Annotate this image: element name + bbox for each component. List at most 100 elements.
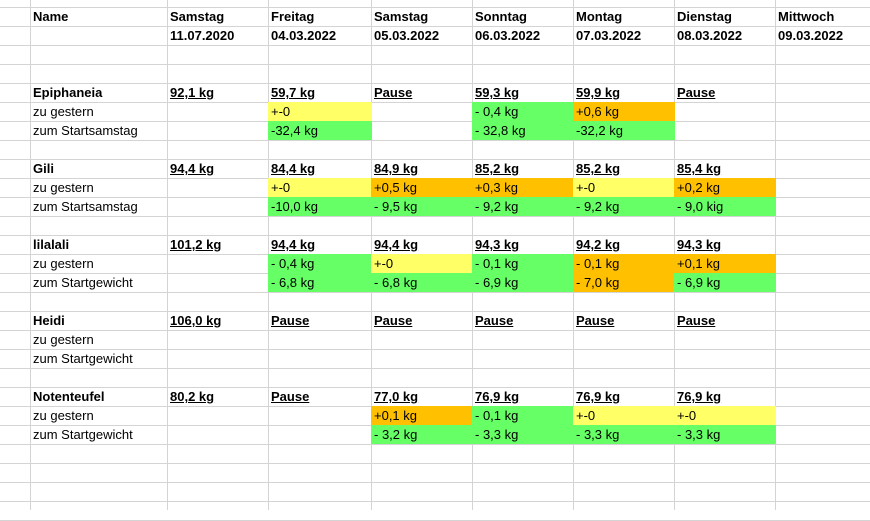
diff-cell[interactable]: +-0 xyxy=(268,102,372,121)
diff-cell[interactable]: - 32,8 kg xyxy=(472,121,574,140)
weight-cell[interactable]: 76,9 kg xyxy=(475,389,520,404)
diff-cell[interactable]: - 3,2 kg xyxy=(371,425,473,444)
weight-cell[interactable]: Pause xyxy=(271,313,310,328)
weight-cell[interactable]: 80,2 kg xyxy=(170,389,215,404)
diff-cell[interactable]: -32,2 kg xyxy=(573,121,675,140)
weight-cell[interactable]: 92,1 kg xyxy=(170,85,215,100)
weight-cell[interactable]: 76,9 kg xyxy=(677,389,722,404)
row-gridline xyxy=(0,45,870,46)
weight-cell[interactable]: 85,4 kg xyxy=(677,161,722,176)
diff-cell[interactable]: +0,3 kg xyxy=(472,178,574,197)
diff-cell[interactable]: +-0 xyxy=(268,178,372,197)
header-date[interactable]: 06.03.2022 xyxy=(475,28,541,43)
diff-cell[interactable]: -10,0 kg xyxy=(268,197,372,216)
diff-cell[interactable]: - 3,3 kg xyxy=(573,425,675,444)
diff-cell[interactable]: - 9,5 kg xyxy=(371,197,473,216)
row-label[interactable]: zu gestern xyxy=(33,104,94,119)
person-name[interactable]: Heidi xyxy=(33,313,65,328)
header-day[interactable]: Samstag xyxy=(170,9,225,24)
row-gridline xyxy=(0,482,870,483)
person-name[interactable]: Epiphaneia xyxy=(33,85,103,100)
diff-cell[interactable]: +0,5 kg xyxy=(371,178,473,197)
row-label[interactable]: zu gestern xyxy=(33,408,94,423)
diff-cell[interactable]: - 0,4 kg xyxy=(472,102,574,121)
weight-cell[interactable]: 84,9 kg xyxy=(374,161,419,176)
weight-cell[interactable]: 94,3 kg xyxy=(677,237,722,252)
diff-cell[interactable]: - 6,8 kg xyxy=(371,273,473,292)
person-name[interactable]: Notenteufel xyxy=(33,389,105,404)
person-name[interactable]: lilalali xyxy=(33,237,70,252)
weight-cell[interactable]: 59,9 kg xyxy=(576,85,621,100)
diff-cell[interactable]: - 0,1 kg xyxy=(573,254,675,273)
weight-cell[interactable]: Pause xyxy=(576,313,615,328)
diff-cell[interactable]: - 3,3 kg xyxy=(472,425,574,444)
weight-cell[interactable]: 94,4 kg xyxy=(374,237,419,252)
diff-cell[interactable]: - 0,1 kg xyxy=(472,254,574,273)
diff-cell[interactable]: +0,6 kg xyxy=(573,102,675,121)
diff-cell[interactable]: +-0 xyxy=(573,178,675,197)
diff-cell[interactable]: +0,1 kg xyxy=(674,254,776,273)
header-date[interactable]: 05.03.2022 xyxy=(374,28,440,43)
weight-cell[interactable]: Pause xyxy=(677,313,716,328)
weight-cell[interactable]: 94,2 kg xyxy=(576,237,621,252)
diff-cell[interactable]: - 9,2 kg xyxy=(573,197,675,216)
diff-cell[interactable]: - 9,2 kg xyxy=(472,197,574,216)
weight-cell[interactable]: 94,4 kg xyxy=(271,237,316,252)
weight-cell[interactable]: Pause xyxy=(271,389,310,404)
diff-cell[interactable]: - 6,9 kg xyxy=(674,273,776,292)
weight-cell[interactable]: Pause xyxy=(475,313,514,328)
header-name[interactable]: Name xyxy=(33,9,69,24)
weight-cell[interactable]: 85,2 kg xyxy=(576,161,621,176)
diff-cell[interactable]: - 9,0 kig xyxy=(674,197,776,216)
row-gridline xyxy=(0,102,870,103)
diff-cell[interactable]: +-0 xyxy=(573,406,675,425)
header-day[interactable]: Montag xyxy=(576,9,623,24)
diff-cell[interactable]: - 7,0 kg xyxy=(573,273,675,292)
weight-cell[interactable]: 77,0 kg xyxy=(374,389,419,404)
diff-cell[interactable]: - 3,3 kg xyxy=(674,425,776,444)
weight-cell[interactable]: 76,9 kg xyxy=(576,389,621,404)
row-label[interactable]: zum Startgewicht xyxy=(33,427,133,442)
row-label[interactable]: zu gestern xyxy=(33,256,94,271)
header-day[interactable]: Samstag xyxy=(374,9,429,24)
diff-cell[interactable]: +-0 xyxy=(371,254,473,273)
diff-cell[interactable]: +0,2 kg xyxy=(674,178,776,197)
weight-cell[interactable]: 59,3 kg xyxy=(475,85,520,100)
diff-cell[interactable]: +-0 xyxy=(674,406,776,425)
person-name[interactable]: Gili xyxy=(33,161,54,176)
weight-cell[interactable]: 94,4 kg xyxy=(170,161,215,176)
weight-cell[interactable]: 59,7 kg xyxy=(271,85,316,100)
header-date[interactable]: 08.03.2022 xyxy=(677,28,743,43)
diff-cell[interactable]: - 6,8 kg xyxy=(268,273,372,292)
weight-cell[interactable]: 85,2 kg xyxy=(475,161,520,176)
header-date[interactable]: 07.03.2022 xyxy=(576,28,642,43)
row-label[interactable]: zum Startgewicht xyxy=(33,351,133,366)
header-day[interactable]: Dienstag xyxy=(677,9,732,24)
header-date[interactable]: 11.07.2020 xyxy=(170,28,235,43)
header-date[interactable]: 09.03.2022 xyxy=(778,28,844,43)
row-label[interactable]: zu gestern xyxy=(33,180,94,195)
row-gridline xyxy=(0,349,870,350)
header-day[interactable]: Freitag xyxy=(271,9,315,24)
diff-cell[interactable]: +0,1 kg xyxy=(371,406,473,425)
row-gridline xyxy=(0,463,870,464)
weight-cell[interactable]: Pause xyxy=(374,85,413,100)
row-label[interactable]: zum Startgewicht xyxy=(33,275,133,290)
diff-cell[interactable]: - 0,4 kg xyxy=(268,254,372,273)
row-label[interactable]: zum Startsamstag xyxy=(33,199,138,214)
diff-cell[interactable]: - 0,1 kg xyxy=(472,406,574,425)
row-label[interactable]: zu gestern xyxy=(33,332,94,347)
weight-cell[interactable]: 101,2 kg xyxy=(170,237,222,252)
weight-cell[interactable]: 84,4 kg xyxy=(271,161,316,176)
weight-cell[interactable]: Pause xyxy=(677,85,716,100)
header-day[interactable]: Mittwoch xyxy=(778,9,835,24)
header-date[interactable]: 04.03.2022 xyxy=(271,28,337,43)
weight-cell[interactable]: 106,0 kg xyxy=(170,313,222,328)
header-day[interactable]: Sonntag xyxy=(475,9,527,24)
diff-cell[interactable]: -32,4 kg xyxy=(268,121,372,140)
diff-cell[interactable]: - 6,9 kg xyxy=(472,273,574,292)
row-label[interactable]: zum Startsamstag xyxy=(33,123,138,138)
weight-cell[interactable]: Pause xyxy=(374,313,413,328)
weight-cell[interactable]: 94,3 kg xyxy=(475,237,520,252)
